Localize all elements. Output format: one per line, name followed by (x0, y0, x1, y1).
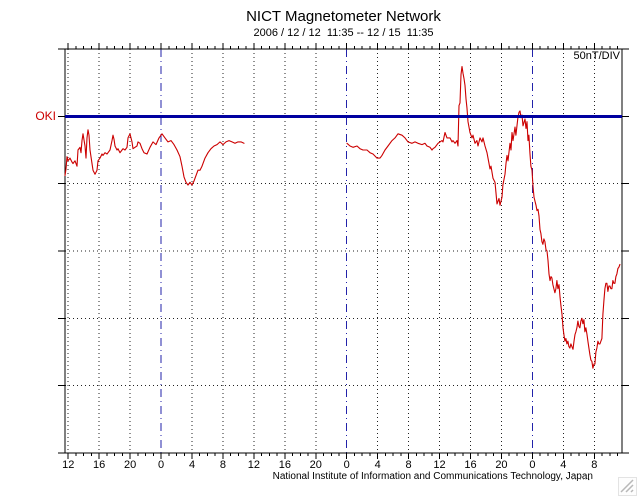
plot-border (64, 48, 623, 454)
x-tick-label: 8 (591, 459, 598, 471)
x-tick-label: 12 (433, 459, 446, 471)
chart-title: NICT Magnetometer Network (246, 8, 441, 25)
x-tick-label: 12 (247, 459, 260, 471)
x-tick-label: 20 (123, 459, 137, 471)
chart-subtitle: 2006 / 12 / 12 11:35 -- 12 / 15 11:35 (253, 27, 434, 39)
x-tick-label: 16 (93, 459, 106, 471)
footer-credit: National Institute of Information and Co… (272, 471, 593, 482)
x-tick-label: 16 (464, 459, 477, 471)
x-tick-label: 16 (278, 459, 291, 471)
x-tick-label: 20 (495, 459, 508, 471)
x-tick-label: 0 (343, 459, 350, 471)
x-tick-label: 4 (560, 459, 567, 471)
data-trace (64, 129, 245, 186)
x-tick-label: 0 (529, 459, 536, 471)
scale-per-division-label: 50nT/DIV (573, 50, 620, 62)
data-trace (346, 65, 621, 369)
station-label: OKI (35, 109, 56, 123)
x-tick-label: 8 (219, 459, 226, 471)
x-tick-label: 12 (62, 459, 75, 471)
resize-grip[interactable] (618, 477, 637, 496)
x-tick-label: 8 (405, 459, 412, 471)
x-tick-label: 20 (309, 459, 322, 471)
x-tick-label: 4 (374, 459, 381, 471)
resize-grip-icon (620, 479, 634, 493)
fine-print: · ·· ···▪ (567, 477, 591, 483)
x-tick-label: 4 (188, 459, 196, 471)
x-tick-label: 0 (157, 459, 165, 471)
